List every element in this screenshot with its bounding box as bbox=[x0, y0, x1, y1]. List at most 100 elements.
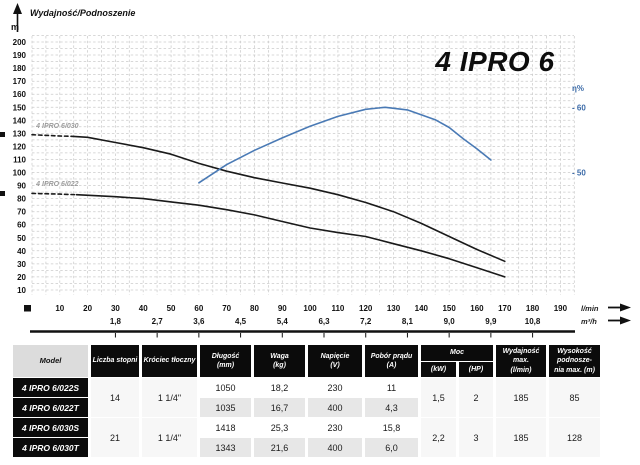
col-header-power: Moc bbox=[418, 344, 496, 362]
y-axis-tick-labels: 200 190 180 170 160 150 140 130 120 110 100 90 80 70 6… bbox=[13, 38, 27, 295]
cell-weight: 25,3 bbox=[251, 417, 308, 438]
spec-table: Model Liczba stopni Króciec tłoczny Dług… bbox=[10, 344, 603, 458]
cell-current: 6,0 bbox=[362, 437, 421, 458]
curve-4-IPRO-6-022 bbox=[75, 193, 506, 278]
x-tick-label-lmin: 10 bbox=[55, 304, 64, 313]
curve-name-label: 4 IPRO 6/022 bbox=[35, 181, 79, 188]
x-tick-label-lmin: 110 bbox=[331, 304, 344, 313]
cell-stages: 14 bbox=[88, 377, 142, 418]
y-tick-label: 130 bbox=[13, 129, 27, 138]
x-tick-label-lmin: 170 bbox=[498, 304, 512, 313]
pump-series-title: 4 IPRO 6 bbox=[434, 46, 554, 77]
axis-origin-marker bbox=[24, 305, 31, 312]
y-tick-label: 40 bbox=[17, 247, 26, 256]
cell-length: 1343 bbox=[197, 437, 254, 458]
y-tick-label: 20 bbox=[17, 273, 26, 282]
cell-weight: 16,7 bbox=[251, 397, 308, 418]
x-tick-label-m3h: 1,8 bbox=[110, 317, 122, 326]
x-tick-label-lmin: 50 bbox=[167, 304, 176, 313]
y-tick-label: 160 bbox=[13, 90, 27, 99]
y-tick-label: 120 bbox=[13, 142, 27, 151]
col-header-power-kw: (kW) bbox=[418, 361, 459, 378]
y-axis-unit-label: m bbox=[11, 22, 19, 32]
cell-outlet: 1 1/4" bbox=[139, 417, 200, 458]
y-tick-label: 200 bbox=[13, 38, 27, 47]
col-header-stages: Liczba stopni bbox=[88, 344, 142, 378]
cell-power-hp: 2 bbox=[456, 377, 496, 418]
cell-model: 4 IPRO 6/022T bbox=[10, 397, 91, 418]
cell-weight: 21,6 bbox=[251, 437, 308, 458]
y-tick-label: 140 bbox=[13, 116, 27, 125]
x-tick-label-lmin: 60 bbox=[194, 304, 203, 313]
x-axis-m3h-unit-label: m³/h bbox=[581, 317, 597, 326]
cell-voltage: 230 bbox=[305, 417, 365, 438]
x-tick-label-lmin: 100 bbox=[303, 304, 317, 313]
col-header-weight: Waga (kg) bbox=[251, 344, 308, 378]
cell-model: 4 IPRO 6/022S bbox=[10, 377, 91, 398]
cell-voltage: 230 bbox=[305, 377, 365, 398]
col-header-qmax: Wydajność max. (l/min) bbox=[493, 344, 549, 378]
col-header-hmax: Wysokość podnosze- nia max. (m) bbox=[546, 344, 603, 378]
y-tick-label: 190 bbox=[13, 51, 27, 60]
x-tick-label-lmin: 90 bbox=[278, 304, 287, 313]
col-header-qmax-name: Wydajność max. bbox=[502, 348, 540, 365]
cell-current: 11 bbox=[362, 377, 421, 398]
col-header-length-name: Długość bbox=[211, 352, 240, 360]
cell-length: 1050 bbox=[197, 377, 254, 398]
x-tick-label-m3h: 2,7 bbox=[152, 317, 164, 326]
eta-axis-title: η% bbox=[572, 84, 584, 93]
y-tick-label: 80 bbox=[17, 195, 26, 204]
table-row: 4 IPRO 6/030S 21 1 1/4" 1418 25,3 230 15… bbox=[10, 417, 603, 458]
cell-current: 15,8 bbox=[362, 417, 421, 438]
cell-stages: 21 bbox=[88, 417, 142, 458]
cell-outlet: 1 1/4" bbox=[139, 377, 200, 418]
x-tick-label-lmin: 190 bbox=[554, 304, 568, 313]
x-tick-label-lmin: 150 bbox=[442, 304, 456, 313]
x-tick-label-lmin: 30 bbox=[111, 304, 120, 313]
x-tick-label-m3h: 8,1 bbox=[402, 317, 414, 326]
cell-power-kw: 2,2 bbox=[418, 417, 459, 458]
x-tick-label-lmin: 120 bbox=[359, 304, 373, 313]
x-axis-lmin-unit-label: l/min bbox=[581, 304, 599, 313]
cell-qmax: 185 bbox=[493, 417, 549, 458]
lmin-arrow-icon bbox=[620, 303, 631, 312]
x-tick-label-lmin: 180 bbox=[526, 304, 540, 313]
col-header-qmax-unit: (l/min) bbox=[510, 366, 532, 374]
col-header-current-name: Pobór prądu bbox=[370, 352, 413, 360]
col-header-voltage-unit: (V) bbox=[330, 362, 340, 369]
curve-4-IPRO-6-030 bbox=[72, 135, 506, 263]
y-axis-arrow-icon bbox=[13, 3, 22, 14]
cell-hmax: 85 bbox=[546, 377, 603, 418]
col-header-power-hp: (HP) bbox=[456, 361, 496, 378]
m3h-axis-ticks bbox=[114, 333, 534, 338]
cell-weight: 18,2 bbox=[251, 377, 308, 398]
y-tick-label: 70 bbox=[17, 208, 26, 217]
curve-4-IPRO-6-030-dashed bbox=[31, 133, 75, 138]
x-axis-lmin-tick-labels: 10 20 30 40 50 60 70 80 90 100 110 120 130 140 150 160 1… bbox=[55, 304, 567, 313]
cell-model: 4 IPRO 6/030S bbox=[10, 417, 91, 438]
x-tick-label-m3h: 6,3 bbox=[318, 317, 330, 326]
m3h-arrow-icon bbox=[620, 316, 631, 325]
performance-chart: 200 190 180 170 160 150 140 130 120 110 100 90 80 70 6… bbox=[0, 3, 631, 338]
cell-length: 1418 bbox=[197, 417, 254, 438]
curve-4-IPRO-6-022-dashed bbox=[31, 192, 78, 196]
table-row: 4 IPRO 6/022T 1035 16,7 400 4,3 bbox=[10, 397, 602, 418]
table-row: 4 IPRO 6/022S 14 1 1/4" 1050 18,2 230 11… bbox=[10, 377, 603, 418]
cell-length: 1035 bbox=[197, 397, 254, 418]
x-tick-label-m3h: 7,2 bbox=[360, 317, 372, 326]
y-tick-label: 150 bbox=[13, 103, 27, 112]
col-header-model: Model bbox=[10, 344, 91, 378]
y-tick-label: 30 bbox=[17, 260, 26, 269]
y-tick-label: 90 bbox=[17, 182, 26, 191]
curve-start-marker-030 bbox=[0, 132, 5, 137]
eta-axis-labels: η% - 60 - 50 bbox=[572, 84, 586, 178]
cell-power-hp: 3 bbox=[456, 417, 496, 458]
y-tick-label: 170 bbox=[13, 77, 27, 86]
x-tick-label-lmin: 80 bbox=[250, 304, 259, 313]
col-header-hmax-line2: nia max. (m) bbox=[554, 366, 595, 374]
curve-name-label: 4 IPRO 6/030 bbox=[35, 123, 79, 130]
x-tick-label-m3h: 9,9 bbox=[485, 317, 497, 326]
col-header-current: Pobór prądu (A) bbox=[362, 344, 421, 378]
col-header-voltage: Napięcie (V) bbox=[305, 344, 365, 378]
